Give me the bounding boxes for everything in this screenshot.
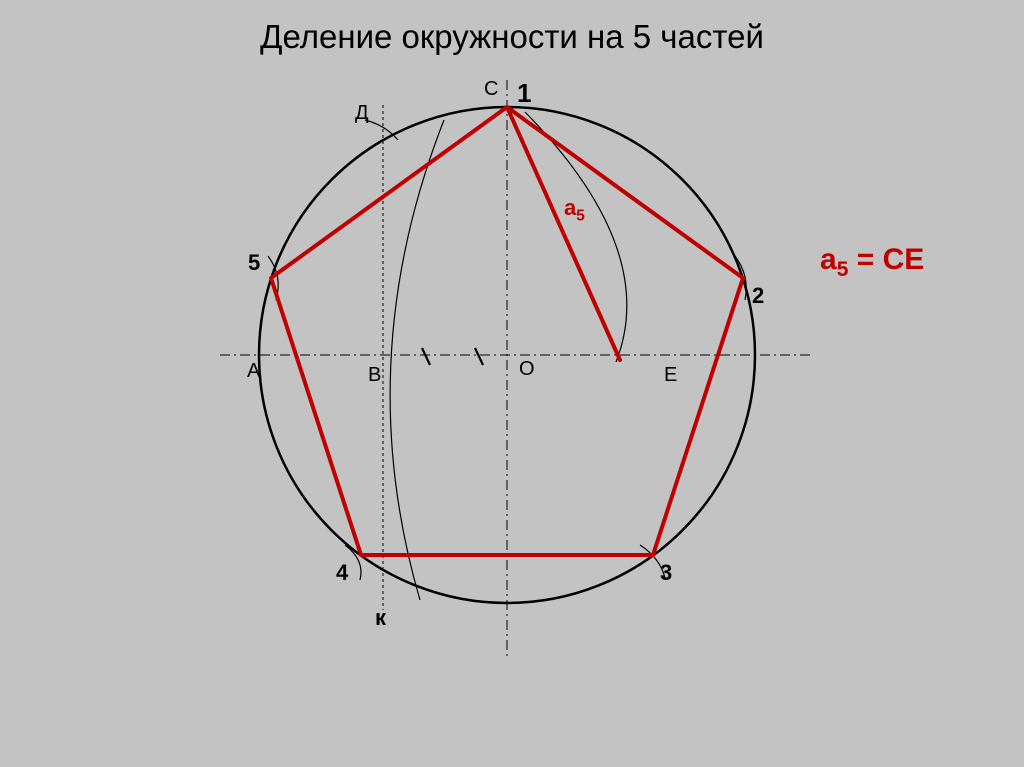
label-a5: a5 [564, 195, 585, 225]
label-B: B [368, 364, 381, 387]
label-n3: 3 [660, 560, 672, 586]
label-O: O [519, 358, 535, 381]
label-n2: 2 [752, 283, 764, 309]
label-D: Д [355, 102, 369, 125]
label-k: к [375, 605, 386, 631]
label-C: C [484, 78, 498, 101]
geometry-diagram [0, 0, 1024, 767]
label-n1: 1 [517, 78, 531, 109]
label-E: E [664, 364, 677, 387]
label-n4: 4 [336, 560, 348, 586]
label-A: A [247, 360, 260, 383]
label-n5: 5 [248, 250, 260, 276]
